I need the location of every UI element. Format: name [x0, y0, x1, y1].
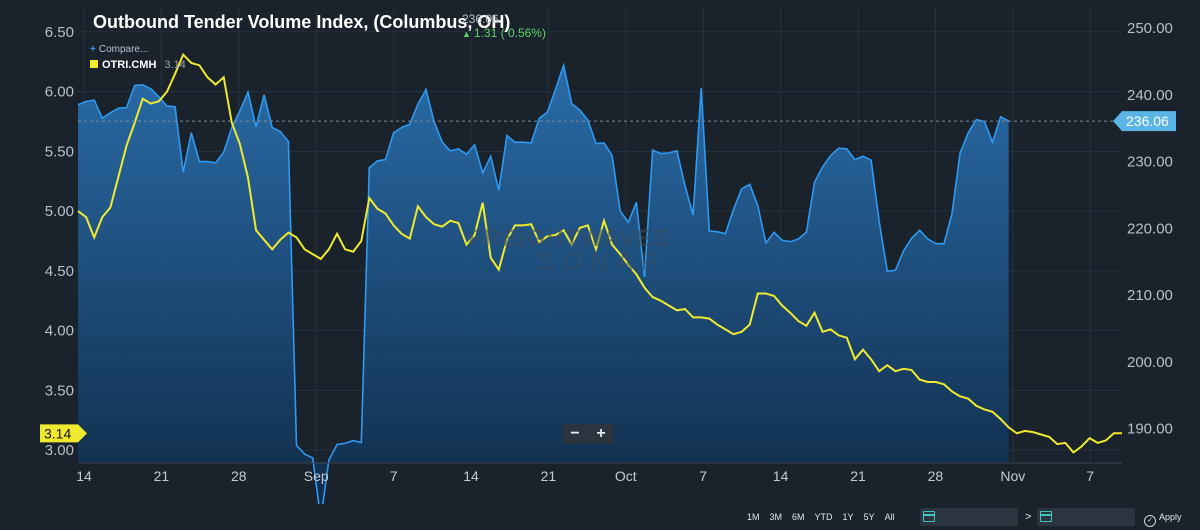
otri-line: [77, 52, 1122, 454]
right-axis-tick-label: 200.00: [1127, 354, 1173, 371]
left-axis-tick-label: 4.50: [45, 263, 74, 280]
x-axis-tick-label: 14: [773, 468, 789, 484]
calendar-icon[interactable]: [1040, 511, 1052, 522]
compare-button[interactable]: + Compare...: [90, 44, 148, 55]
x-axis-tick-label: 7: [390, 468, 398, 484]
date-separator: >: [1025, 511, 1032, 523]
right-axis-tick-label: 240.00: [1127, 87, 1173, 104]
up-arrow-icon: ▲: [462, 29, 471, 40]
x-axis-tick-label: Sep: [304, 468, 329, 484]
range-button-ytd[interactable]: YTD: [814, 512, 833, 522]
left-axis-tick-label: 6.00: [45, 84, 74, 101]
zoom-control: − +: [562, 424, 614, 444]
chart: 6.50 6.00 5.50 5.00 4.50 4.00 3.50 3.00 250.00 24…: [40, 8, 1176, 505]
left-axis-tick-label: 3.50: [45, 382, 74, 399]
legend-swatch-otri: [90, 60, 98, 68]
x-axis-tick-label: 21: [154, 468, 170, 484]
change-value: 1.31 ( 0.56%): [473, 26, 546, 41]
zoom-out-button[interactable]: −: [570, 425, 580, 442]
last-value-box: 236.06 ▲ 1.31 ( 0.56%): [462, 12, 546, 41]
x-axis-tick-label: 28: [231, 468, 247, 484]
axes: 6.50 6.00 5.50 5.00 4.50 4.00 3.50 3.00 250.00 24…: [40, 20, 1176, 484]
left-axis-tick-label: 3.00: [45, 442, 74, 459]
plus-icon: +: [90, 44, 96, 55]
x-axis-tick-label: 7: [1086, 468, 1094, 484]
apply-label: Apply: [1159, 512, 1182, 522]
x-axis-tick-label: 14: [76, 468, 92, 484]
legend-value: 3.14: [164, 59, 186, 71]
x-axis-tick-label: Nov: [1000, 468, 1025, 484]
right-axis-tick-label: 190.00: [1127, 421, 1173, 438]
range-button-5y[interactable]: 5Y: [863, 512, 875, 522]
chart-title: Outbound Tender Volume Index, (Columbus,…: [93, 12, 511, 32]
left-axis-tick-label: 5.00: [45, 203, 74, 220]
left-last-value-label: 3.14: [44, 425, 71, 441]
bottom-toolbar: 1M 3M 6M YTD 1Y 5Y All > ✓ Apply: [0, 504, 1200, 530]
left-axis-tick-label: 5.50: [45, 143, 74, 160]
range-button-all[interactable]: All: [884, 512, 895, 522]
x-axis-tick-label: Oct: [615, 468, 637, 484]
start-date-field[interactable]: [920, 508, 1018, 526]
range-button-6m[interactable]: 6M: [792, 512, 805, 522]
legend-symbol[interactable]: OTRI.CMH: [102, 59, 157, 71]
last-price: 236.06: [462, 12, 499, 26]
price-change: ▲ 1.31 ( 0.56%): [462, 26, 546, 40]
volume-index-area-series: [77, 62, 1010, 505]
right-axis-tick-label: 230.00: [1127, 154, 1173, 171]
calendar-icon[interactable]: [923, 511, 935, 522]
otri-line-series: [77, 52, 1122, 454]
range-button-1y[interactable]: 1Y: [842, 512, 854, 522]
legend: OTRI.CMH 3.14: [90, 59, 186, 71]
right-last-value-label: 236.06: [1126, 113, 1169, 129]
right-axis-tick-label: 210.00: [1127, 287, 1173, 304]
check-icon: ✓: [1144, 515, 1156, 527]
right-axis-tick-label: 220.00: [1127, 220, 1173, 237]
x-axis-tick-label: 7: [699, 468, 707, 484]
area-fill: [78, 65, 1009, 505]
range-button-1m[interactable]: 1M: [747, 512, 760, 522]
zoom-in-button[interactable]: +: [596, 425, 606, 442]
left-axis-tick-label: 6.50: [45, 24, 74, 41]
end-date-field[interactable]: [1037, 508, 1135, 526]
x-axis-tick-label: 14: [463, 468, 479, 484]
range-buttons: 1M 3M 6M YTD 1Y 5Y All: [742, 512, 900, 522]
x-axis-tick-label: 21: [541, 468, 557, 484]
left-axis-tick-label: 4.00: [45, 323, 74, 340]
x-axis-tick-label: 21: [850, 468, 866, 484]
right-last-value-badge: [1113, 111, 1176, 132]
left-last-value-badge: [40, 424, 87, 443]
compare-label: Compare...: [98, 44, 149, 55]
apply-button[interactable]: ✓ Apply: [1144, 512, 1182, 527]
range-button-3m[interactable]: 3M: [769, 512, 783, 522]
x-axis-tick-label: 28: [928, 468, 944, 484]
right-axis-tick-label: 250.00: [1127, 20, 1173, 37]
